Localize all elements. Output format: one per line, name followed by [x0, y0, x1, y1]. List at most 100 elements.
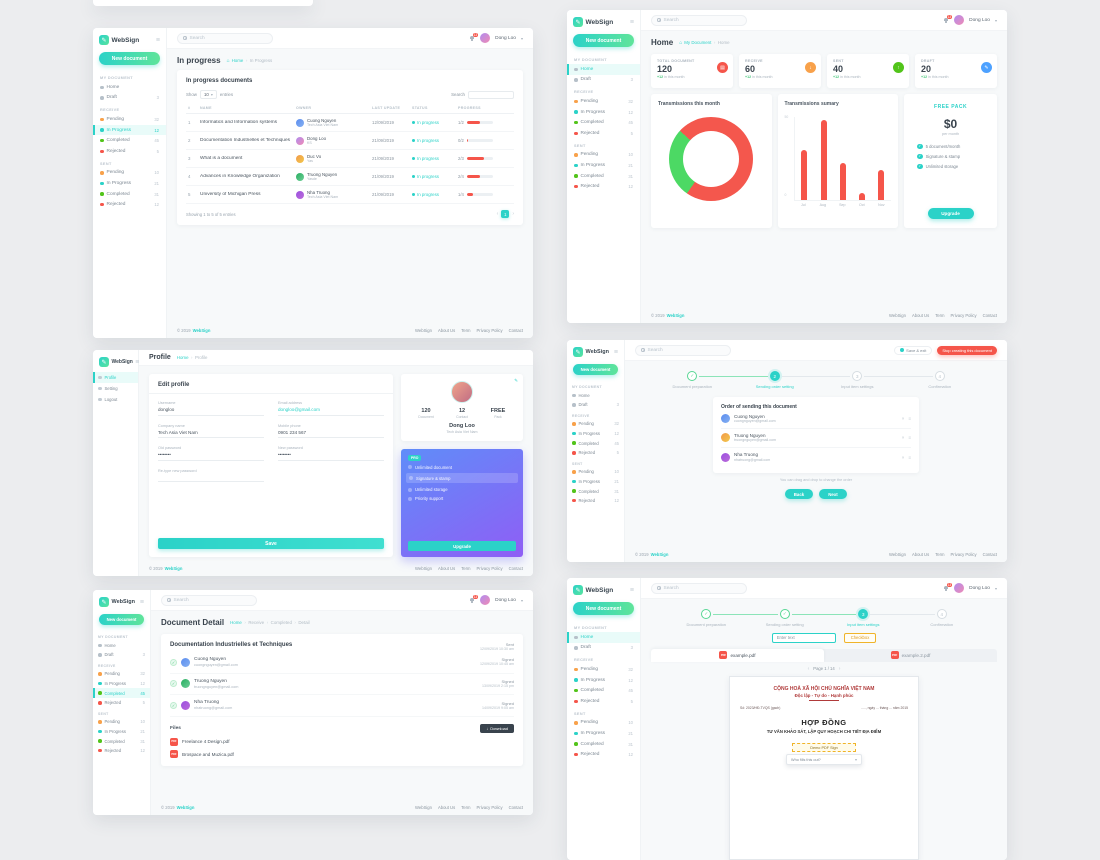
- footer-link[interactable]: Term: [935, 313, 944, 318]
- bell-icon[interactable]: 13: [469, 35, 475, 41]
- footer-link[interactable]: Term: [461, 566, 470, 571]
- signer-row[interactable]: Cuong Nguyen cuongnguyen@gmail.com Signe…: [170, 652, 514, 674]
- file-row[interactable]: Brospace and Muzica.pdf: [170, 750, 514, 758]
- sidebar-item[interactable]: Home: [93, 641, 150, 651]
- footer-link[interactable]: Privacy Policy: [477, 328, 503, 333]
- breadcrumb-home[interactable]: Home: [177, 355, 189, 360]
- sidebar-item[interactable]: Completed 31: [93, 736, 150, 746]
- assignee-dropdown[interactable]: Who fills this out?: [786, 754, 862, 765]
- field-input[interactable]: dongloo: [158, 405, 264, 416]
- chevron-down-icon[interactable]: [995, 586, 997, 591]
- sidebar-item[interactable]: Rejected 12: [567, 496, 624, 506]
- remove-icon[interactable]: [902, 416, 905, 421]
- recipient-row[interactable]: Truong Nguyen truongnguyen@gmail.com: [721, 429, 911, 448]
- sidebar-item[interactable]: Rejected 5: [567, 696, 640, 707]
- field-input[interactable]: [158, 473, 264, 482]
- table-row[interactable]: 3 What is a document Duc Vo Yas 21/09/20…: [186, 150, 514, 168]
- page-number[interactable]: 1: [501, 210, 509, 218]
- new-document-button[interactable]: New document: [573, 602, 634, 615]
- next-page-icon[interactable]: [839, 666, 841, 672]
- sidebar-item[interactable]: Home: [93, 82, 166, 93]
- save-exit-button[interactable]: Save & exit: [894, 346, 933, 355]
- footer-link[interactable]: Term: [935, 552, 944, 557]
- sidebar-item[interactable]: Rejected 12: [567, 181, 640, 192]
- save-button[interactable]: Save: [158, 538, 384, 549]
- breadcrumb-receive[interactable]: Receive: [242, 620, 264, 625]
- sidebar-item[interactable]: Completed 45: [93, 688, 150, 698]
- prev-page-icon[interactable]: [497, 211, 499, 217]
- bell-icon[interactable]: 13: [943, 585, 949, 591]
- footer-link[interactable]: WebSign: [889, 552, 906, 557]
- page-size-select[interactable]: 10: [200, 90, 217, 99]
- avatar[interactable]: [480, 33, 490, 43]
- file-tab[interactable]: example.2.pdf: [824, 649, 997, 662]
- sidebar-item[interactable]: Pending 10: [567, 150, 640, 161]
- search-input[interactable]: Search: [177, 33, 273, 44]
- sidebar-item[interactable]: Pending 10: [93, 168, 166, 179]
- back-button[interactable]: Back: [785, 489, 813, 499]
- avatar[interactable]: [954, 583, 964, 593]
- footer-link[interactable]: WebSign: [415, 566, 432, 571]
- sidebar-item[interactable]: Completed 45: [567, 685, 640, 696]
- footer-link[interactable]: Contact: [983, 313, 997, 318]
- sidebar-item[interactable]: Completed 31: [567, 739, 640, 750]
- checkbox-tool[interactable]: Checkbox: [844, 633, 877, 643]
- breadcrumb-section[interactable]: My Document: [684, 40, 711, 45]
- next-page-icon[interactable]: [512, 211, 514, 217]
- sidebar-item[interactable]: Pending 32: [93, 669, 150, 679]
- new-document-button[interactable]: New document: [99, 614, 144, 625]
- chevron-down-icon[interactable]: [521, 598, 523, 603]
- new-document-button[interactable]: New document: [573, 34, 634, 47]
- prev-page-icon[interactable]: [808, 666, 810, 672]
- sidebar-item[interactable]: In Progress 21: [567, 160, 640, 171]
- table-search-input[interactable]: [468, 91, 514, 99]
- footer-link[interactable]: Privacy Policy: [951, 313, 977, 318]
- sidebar-item[interactable]: Draft 3: [567, 75, 640, 86]
- sidebar-item[interactable]: In Progress 21: [567, 477, 624, 487]
- sidebar-item[interactable]: Rejected 5: [567, 128, 640, 139]
- menu-icon[interactable]: [614, 349, 618, 356]
- search-input[interactable]: Search: [635, 345, 731, 356]
- sidebar-item[interactable]: Rejected 5: [567, 448, 624, 458]
- field-input[interactable]: 0901 234 567: [278, 428, 384, 439]
- table-row[interactable]: 5 University of Michigan Press Nha Truon…: [186, 186, 514, 204]
- breadcrumb-home[interactable]: Home: [230, 620, 242, 625]
- sidebar-item[interactable]: In Progress 12: [93, 679, 150, 689]
- sidebar-item[interactable]: Pending 32: [93, 114, 166, 125]
- field-input[interactable]: dongloo@gmail.com: [278, 405, 384, 416]
- sidebar-item[interactable]: In Progress 12: [93, 125, 166, 136]
- table-row[interactable]: 4 Advances in Knowledge Organization Tru…: [186, 168, 514, 186]
- sidebar-item[interactable]: Setting: [93, 383, 138, 394]
- file-row[interactable]: Freelance 4 Design.pdf: [170, 738, 514, 746]
- sidebar-item[interactable]: Draft 3: [567, 400, 624, 410]
- sidebar-item[interactable]: Rejected 12: [567, 749, 640, 760]
- menu-icon[interactable]: [630, 587, 634, 594]
- sidebar-item[interactable]: Completed 45: [567, 438, 624, 448]
- sidebar-item[interactable]: In Progress 21: [93, 178, 166, 189]
- sidebar-item[interactable]: Pending 10: [567, 718, 640, 729]
- sidebar-item[interactable]: Logout: [93, 394, 138, 405]
- table-row[interactable]: 2 Documentation Industrielles et Techniq…: [186, 132, 514, 150]
- step-sending-order[interactable]: ✓Sending order setting: [746, 609, 825, 627]
- breadcrumb-home[interactable]: Home: [232, 58, 244, 63]
- footer-link[interactable]: WebSign: [889, 313, 906, 318]
- footer-link[interactable]: About Us: [438, 805, 455, 810]
- sidebar-item[interactable]: Completed 45: [93, 135, 166, 146]
- bell-icon[interactable]: 13: [943, 17, 949, 23]
- bell-icon[interactable]: 13: [469, 597, 475, 603]
- new-document-button[interactable]: New document: [99, 52, 160, 65]
- signature-field[interactable]: Demo PDF Sign: [792, 743, 856, 752]
- footer-link[interactable]: Contact: [509, 566, 523, 571]
- sidebar-item[interactable]: Pending 32: [567, 664, 640, 675]
- footer-link[interactable]: WebSign: [415, 328, 432, 333]
- footer-link[interactable]: About Us: [438, 328, 455, 333]
- footer-link[interactable]: Privacy Policy: [477, 566, 503, 571]
- signer-row[interactable]: Nha Truong nhatruong@gmail.com Signed 14…: [170, 695, 514, 717]
- drag-handle-icon[interactable]: [908, 455, 911, 460]
- chevron-down-icon[interactable]: [995, 18, 997, 23]
- chevron-down-icon[interactable]: [521, 36, 523, 41]
- footer-link[interactable]: About Us: [912, 313, 929, 318]
- sidebar-item[interactable]: Pending 32: [567, 96, 640, 107]
- file-tab-active[interactable]: example.pdf: [651, 649, 824, 662]
